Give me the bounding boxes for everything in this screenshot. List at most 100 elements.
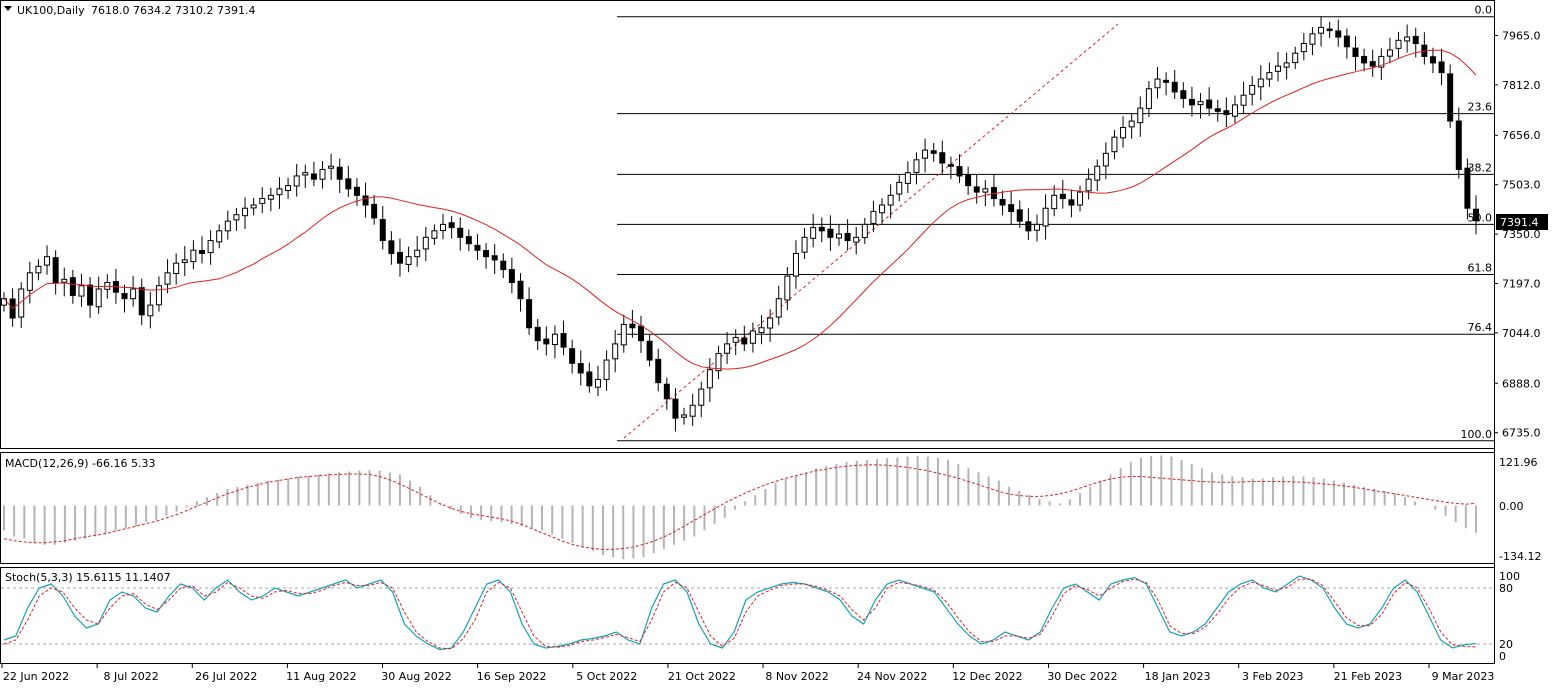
trendline[interactable] (623, 23, 1119, 439)
candle-bullish (1231, 104, 1238, 117)
candle-bearish (947, 164, 954, 167)
candle-bullish (706, 369, 713, 389)
candle-bullish (913, 159, 920, 173)
dropdown-triangle-icon[interactable] (4, 6, 12, 11)
candle-bullish (1085, 178, 1092, 192)
candle-bullish (861, 223, 868, 239)
candle-bearish (336, 166, 343, 180)
candle-bullish (1128, 120, 1135, 128)
price-tick-label: 7656.0 (1502, 129, 1541, 142)
candle-bearish (87, 284, 94, 306)
candle-bullish (904, 172, 911, 184)
svg-text:7391.4: 7391.4 (1500, 216, 1539, 229)
candle-bullish (715, 353, 722, 372)
candle-bearish (844, 232, 851, 242)
candle-bearish (543, 338, 550, 345)
candle-bearish (457, 227, 464, 238)
moving-average-line (3, 49, 1477, 370)
time-tick-label: 22 Jun 2022 (3, 670, 69, 683)
time-tick-label: 11 Aug 2022 (286, 670, 356, 683)
candle-bearish (999, 199, 1006, 206)
chart-header: UK100,Daily 7618.0 7634.2 7310.2 7391.4 (4, 4, 255, 17)
candle-bullish (267, 194, 274, 200)
time-tick-label: 30 Aug 2022 (381, 670, 451, 683)
candle-bullish (440, 223, 447, 232)
candle-bearish (448, 222, 455, 229)
candle-bullish (1240, 94, 1247, 106)
candle-bearish (663, 383, 670, 400)
candle-bearish (1223, 110, 1230, 116)
candle-bearish (508, 269, 515, 284)
candle-bullish (1257, 78, 1264, 88)
candle-bearish (1473, 208, 1479, 222)
candle-bullish (1154, 78, 1161, 89)
candle-bearish (1068, 199, 1075, 206)
candle-bullish (164, 272, 171, 285)
candle-bearish (965, 174, 972, 187)
candle-bearish (69, 277, 76, 296)
macd-axis: 121.96 0.00 -134.12 (1499, 456, 1541, 563)
candle-bearish (1171, 81, 1178, 93)
stoch-main-line (3, 575, 1477, 651)
price-tick-label: 7503.0 (1502, 179, 1541, 192)
candle-bullish (26, 272, 33, 291)
stoch-axis: 100 80 20 0 (1499, 570, 1520, 663)
candle-bullish (732, 336, 739, 343)
time-tick-label: 30 Dec 2022 (1047, 670, 1117, 683)
stoch-tick: 100 (1499, 570, 1520, 583)
candle-bearish (1206, 99, 1213, 109)
candle-bearish (474, 244, 481, 251)
time-tick-label: 26 Jul 2022 (195, 670, 257, 683)
candle-bullish (620, 324, 627, 346)
candle-bullish (78, 285, 85, 297)
candle-bearish (198, 250, 205, 254)
candle-bullish (982, 188, 989, 193)
candle-bearish (1343, 35, 1350, 48)
candle-bearish (1214, 108, 1221, 112)
candle-bullish (698, 388, 705, 406)
fib-level-label: 76.4 (1468, 321, 1493, 334)
macd-label: MACD(12,26,9) -66.16 5.33 (5, 457, 156, 470)
candle-bearish (483, 250, 490, 258)
candle-bullish (190, 249, 197, 263)
time-tick-label: 8 Jul 2022 (104, 670, 159, 683)
candle-bearish (1369, 61, 1376, 67)
time-tick-label: 18 Jan 2023 (1145, 670, 1211, 683)
candle-bullish (431, 230, 438, 239)
current-price-badge: 7391.4 (1496, 214, 1548, 230)
candle-bullish (61, 278, 68, 283)
candle-bearish (465, 236, 472, 245)
candle-bearish (930, 150, 937, 154)
price-tick-label: 7812.0 (1502, 79, 1541, 92)
candle-bearish (52, 257, 59, 284)
fib-level-label: 61.8 (1468, 261, 1493, 274)
candle-bullish (1266, 72, 1273, 80)
candle-bullish (1318, 26, 1325, 34)
candle-bullish (835, 233, 842, 239)
ohlc-values: 7618.0 7634.2 7310.2 7391.4 (91, 4, 255, 17)
fib-level-label: 38.2 (1468, 161, 1493, 174)
candle-bearish (396, 251, 403, 264)
price-tick-label: 6888.0 (1502, 377, 1541, 390)
time-tick-label: 21 Feb 2023 (1334, 670, 1402, 683)
candle-bullish (1386, 49, 1393, 57)
macd-tick: 0.00 (1499, 500, 1524, 513)
candle-bullish (1120, 126, 1127, 139)
time-tick-label: 12 Dec 2022 (952, 670, 1022, 683)
stoch-tick: 20 (1499, 638, 1513, 651)
macd-signal-line (3, 464, 1477, 550)
candle-bullish (879, 204, 886, 214)
candle-bearish (1352, 47, 1359, 57)
candle-bullish (784, 275, 791, 301)
candle-bullish (1309, 33, 1316, 45)
candle-bullish (1102, 152, 1109, 167)
candle-bullish (147, 304, 154, 317)
candle-bullish (293, 175, 300, 187)
candle-bearish (1025, 221, 1032, 232)
candle-bullish (1137, 107, 1144, 124)
candle-bearish (646, 340, 653, 361)
candle-bullish (689, 404, 696, 417)
price-tick-label: 6735.0 (1502, 427, 1541, 440)
candle-bullish (594, 378, 601, 388)
